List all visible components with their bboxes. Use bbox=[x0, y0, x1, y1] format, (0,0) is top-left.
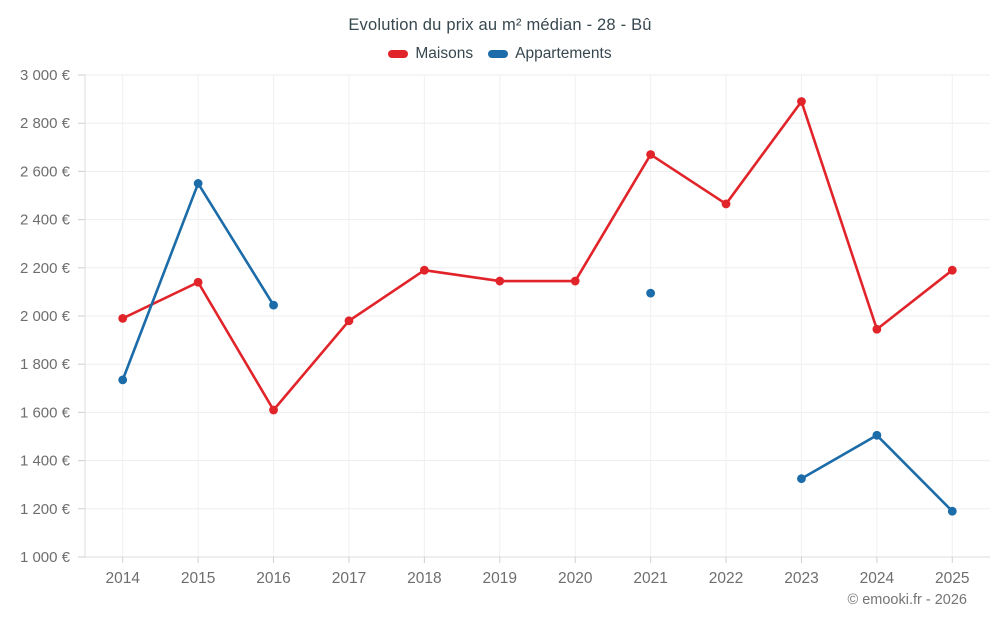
appartements-series-marker-icon bbox=[488, 50, 509, 58]
legend-label: Maisons bbox=[415, 45, 474, 62]
data-point-appartements-2014[interactable] bbox=[118, 375, 128, 385]
data-point-maisons-2015[interactable] bbox=[193, 277, 203, 287]
y-axis-tick-label: 1 600 € bbox=[20, 404, 71, 421]
data-point-maisons-2018[interactable] bbox=[419, 265, 429, 275]
maisons-series-marker-icon bbox=[388, 50, 409, 58]
x-axis-tick-label: 2021 bbox=[633, 570, 667, 587]
copyright-credit: © emooki.fr - 2026 bbox=[847, 592, 967, 608]
legend-label: Appartements bbox=[515, 45, 612, 62]
x-axis-tick-label: 2022 bbox=[709, 570, 743, 587]
y-axis-tick-label: 1 400 € bbox=[20, 453, 71, 470]
series-line-maisons bbox=[121, 100, 954, 412]
data-point-appartements-2025[interactable] bbox=[947, 506, 957, 516]
data-point-maisons-2019[interactable] bbox=[495, 276, 505, 286]
y-axis-tick-label: 1 200 € bbox=[20, 501, 71, 518]
chart-title: Evolution du prix au m² médian - 28 - Bû bbox=[348, 16, 652, 34]
data-point-appartements-2024[interactable] bbox=[872, 430, 882, 440]
data-point-maisons-2021[interactable] bbox=[646, 150, 656, 159]
data-point-maisons-2014[interactable] bbox=[118, 314, 128, 323]
y-axis-tick-label: 2 600 € bbox=[20, 163, 71, 180]
x-axis-tick-label: 2017 bbox=[332, 570, 366, 587]
y-axis-tick-label: 2 000 € bbox=[20, 308, 71, 325]
legend-item-maisons[interactable]: Maisons bbox=[388, 45, 473, 63]
legend-item-appartements[interactable]: Appartements bbox=[488, 45, 612, 63]
x-axis-tick-label: 2023 bbox=[784, 570, 818, 587]
chart-legend: Maisons Appartements bbox=[0, 45, 1000, 63]
y-axis-tick-label: 1 000 € bbox=[20, 549, 71, 566]
data-point-maisons-2017[interactable] bbox=[344, 316, 354, 326]
x-axis-tick-label: 2020 bbox=[558, 570, 593, 587]
y-axis-tick-label: 2 800 € bbox=[20, 115, 71, 132]
x-axis-tick-label: 2018 bbox=[407, 570, 441, 587]
x-axis-tick-label: 2014 bbox=[105, 570, 140, 587]
data-point-maisons-2024[interactable] bbox=[872, 324, 882, 334]
y-axis-tick-label: 2 200 € bbox=[20, 260, 71, 277]
x-axis-tick-label: 2015 bbox=[181, 570, 215, 587]
data-point-maisons-2022[interactable] bbox=[721, 199, 731, 209]
x-axis-tick-label: 2025 bbox=[935, 570, 969, 587]
data-point-appartements-2015[interactable] bbox=[193, 179, 203, 188]
data-point-maisons-2025[interactable] bbox=[947, 265, 957, 275]
data-point-maisons-2020[interactable] bbox=[570, 276, 580, 286]
data-point-appartements-2016[interactable] bbox=[269, 300, 278, 310]
data-point-appartements-2021[interactable] bbox=[646, 288, 656, 298]
y-axis-tick-label: 2 400 € bbox=[20, 212, 71, 229]
data-point-maisons-2023[interactable] bbox=[797, 97, 806, 106]
x-axis-tick-label: 2024 bbox=[860, 570, 895, 587]
x-axis-tick-label: 2016 bbox=[256, 570, 290, 587]
y-axis-tick-label: 1 800 € bbox=[20, 356, 71, 373]
x-axis-tick-label: 2019 bbox=[483, 570, 517, 587]
y-axis-tick-label: 3 000 € bbox=[20, 67, 71, 84]
data-point-maisons-2016[interactable] bbox=[269, 405, 278, 415]
data-point-appartements-2023[interactable] bbox=[797, 474, 806, 484]
